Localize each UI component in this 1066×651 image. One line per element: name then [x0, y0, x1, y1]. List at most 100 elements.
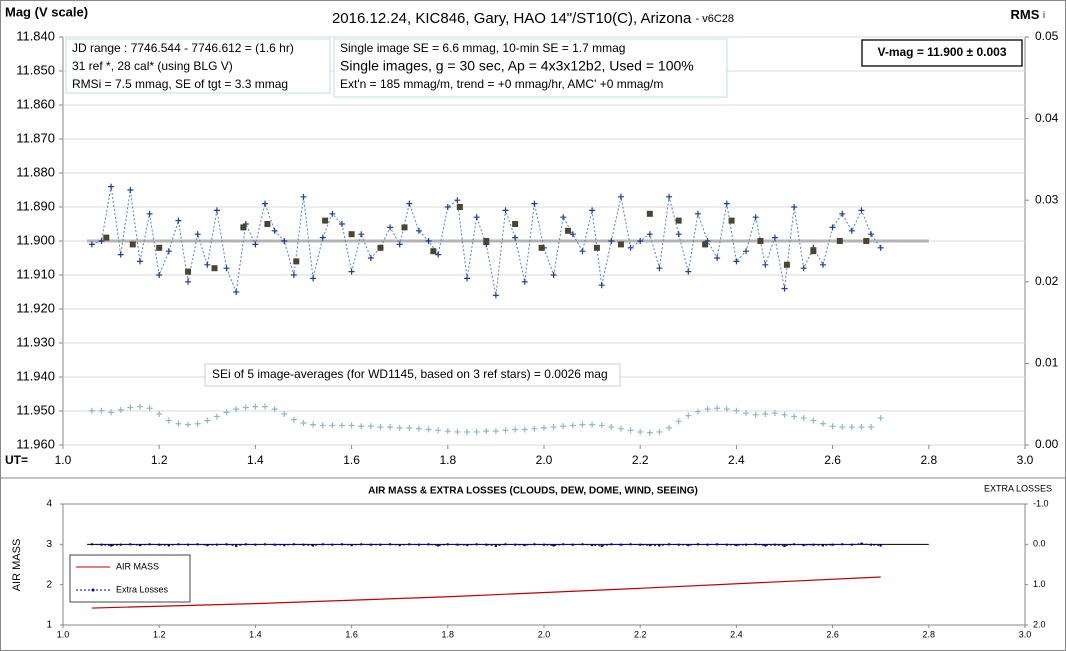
point	[350, 543, 353, 547]
y-tick-label: 2	[46, 579, 52, 590]
y-tick-label: 11.900	[16, 232, 55, 247]
point	[262, 200, 269, 207]
point	[204, 261, 211, 268]
y2-tick-label: 0.01	[1035, 356, 1059, 370]
point	[752, 214, 759, 221]
point	[338, 221, 345, 227]
chart-title: 2016.12.24, KIC846, Gary, HAO 14"/ST10(C…	[332, 10, 734, 27]
average-point	[348, 231, 355, 238]
point	[377, 424, 384, 431]
point	[617, 425, 624, 432]
point	[310, 275, 317, 282]
point	[300, 193, 307, 200]
point	[369, 543, 373, 546]
point	[819, 261, 826, 268]
point	[215, 543, 219, 546]
point	[321, 543, 324, 546]
point	[185, 278, 192, 285]
point	[646, 231, 653, 238]
x-tick-label: 1.4	[249, 629, 262, 639]
point	[310, 421, 317, 428]
point	[541, 424, 547, 431]
point	[608, 238, 615, 244]
point	[646, 429, 653, 436]
point	[610, 543, 613, 546]
point	[819, 420, 826, 427]
point	[331, 543, 334, 546]
point	[196, 543, 199, 546]
point	[290, 416, 297, 423]
point	[485, 543, 488, 546]
point	[581, 543, 584, 546]
point	[762, 410, 769, 417]
point	[158, 543, 161, 546]
point	[136, 258, 143, 265]
average-point	[240, 224, 247, 231]
point	[677, 543, 680, 546]
point	[281, 410, 288, 417]
y2-tick-label: 0.02	[1035, 274, 1059, 288]
point	[494, 544, 498, 548]
y-tick-label: 11.870	[16, 130, 55, 145]
title-main: 2016.12.24, KIC846, Gary, HAO 14"/ST10(C…	[332, 10, 692, 27]
point	[848, 424, 855, 431]
point	[213, 207, 220, 214]
point	[329, 422, 336, 429]
point	[552, 544, 555, 547]
y-tick-label: 11.880	[16, 164, 55, 179]
point	[367, 423, 374, 430]
info-text: RMSi = 7.5 mmag, SE of tgt = 3.3 mmag	[72, 77, 288, 91]
average-point	[863, 238, 870, 244]
average-point	[538, 244, 545, 251]
y-tick-label: 1	[46, 620, 52, 631]
average-point	[264, 221, 271, 227]
point	[319, 234, 326, 241]
point	[617, 193, 624, 200]
point	[791, 413, 798, 420]
point	[714, 405, 721, 412]
point	[194, 420, 201, 427]
point	[444, 428, 451, 435]
legend-label: Extra Losses	[116, 584, 169, 594]
point	[560, 214, 567, 221]
point	[233, 406, 240, 413]
point	[252, 241, 259, 248]
point	[244, 543, 247, 546]
point	[225, 543, 228, 546]
point	[512, 234, 519, 241]
point	[598, 282, 605, 289]
point	[839, 210, 846, 217]
point	[771, 234, 778, 241]
point	[223, 409, 230, 416]
point	[667, 543, 671, 546]
point	[800, 265, 807, 272]
point	[156, 272, 163, 278]
point	[783, 544, 786, 548]
point	[444, 204, 451, 210]
point	[204, 417, 211, 424]
point	[831, 543, 834, 546]
x-tick-label: 2.4	[730, 629, 743, 639]
y-tick-label: 11.920	[16, 300, 55, 315]
point	[311, 544, 315, 547]
point	[656, 265, 663, 272]
vmag-box	[861, 39, 1023, 67]
y2-label-main: RMS	[1010, 7, 1039, 22]
average-point	[593, 244, 600, 251]
point	[88, 407, 95, 414]
point	[869, 543, 873, 546]
point	[262, 403, 269, 410]
point	[764, 544, 767, 547]
point	[387, 424, 394, 431]
point	[860, 542, 863, 545]
point	[696, 543, 700, 546]
point	[569, 422, 576, 429]
point	[98, 407, 105, 414]
point	[379, 543, 382, 546]
x-tick-label: 2.6	[826, 629, 839, 639]
average-point	[646, 210, 653, 217]
point	[658, 544, 661, 547]
average-point	[211, 265, 218, 272]
point	[868, 231, 875, 238]
y2-tick-label: -1.0	[1033, 498, 1049, 508]
